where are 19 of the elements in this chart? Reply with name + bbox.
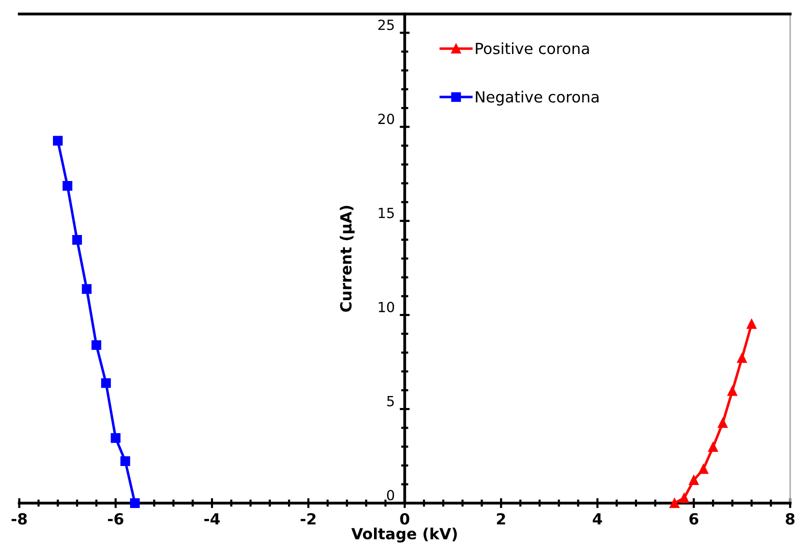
y-axis-title: Current (μA)	[340, 206, 355, 312]
x-tick-label: 2	[496, 513, 506, 524]
x-tick-label: -8	[12, 513, 27, 525]
y-tick-label: 15	[378, 208, 394, 218]
x-tick-label: 8	[786, 513, 795, 525]
y-tick-label: 25	[378, 20, 394, 30]
x-tick-label: -4	[204, 513, 220, 524]
y-tick-label: 0	[387, 490, 394, 500]
legend-label: Positive corona	[476, 42, 589, 54]
x-tick-label: 4	[592, 513, 602, 524]
y-tick-label: 10	[378, 302, 394, 312]
x-tick-label: -6	[108, 513, 124, 525]
y-tick-label: 5	[387, 396, 394, 406]
x-tick-label: -2	[300, 513, 316, 524]
x-tick-label: 6	[689, 513, 698, 525]
x-axis-title: Voltage (kV)	[351, 528, 457, 543]
x-tick-label: 0	[400, 513, 410, 525]
y-tick-label: 20	[378, 114, 394, 124]
legend-label: Negative corona	[476, 90, 599, 106]
